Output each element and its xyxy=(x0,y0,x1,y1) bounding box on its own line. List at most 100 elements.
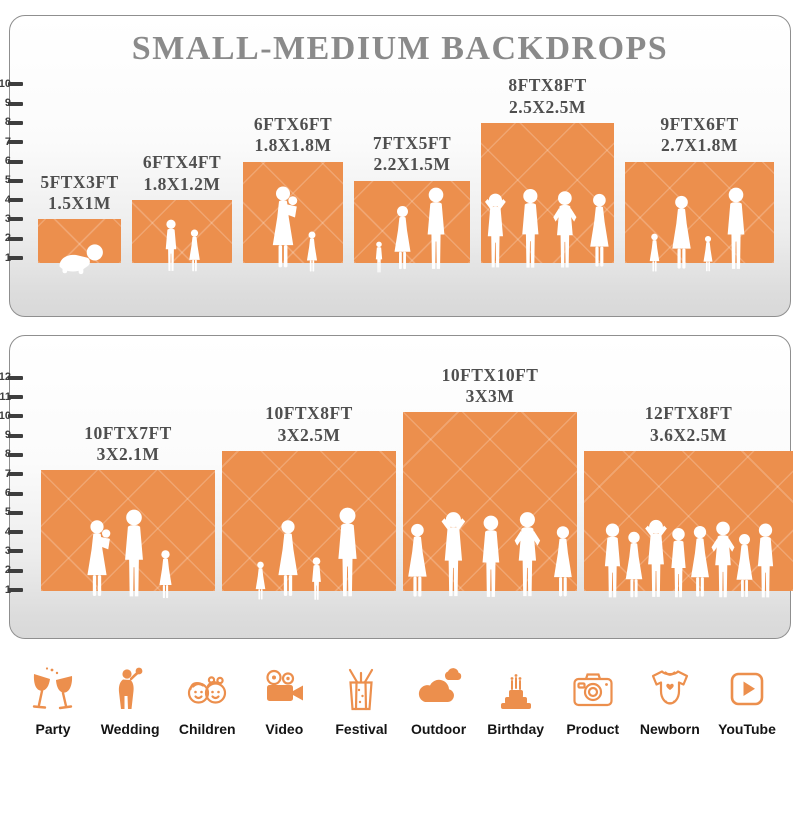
female-carrying-silhouette xyxy=(267,185,299,275)
male-up-silhouette xyxy=(437,511,470,603)
panel-large-backdrops: 1 2 3 4 5 6 7 8 9 10 11 12 10FTX7FT 3X2.1M 10FTX8FT 3X… xyxy=(0,335,793,639)
backdrop-bar: 10FTX8FT 3X2.5M xyxy=(222,403,396,591)
ruler-number: 2 xyxy=(4,564,11,577)
category-item-youtube: YouTube xyxy=(714,665,780,737)
girl-silhouette xyxy=(186,229,203,275)
people-silhouettes xyxy=(243,185,343,275)
male-hips-silhouette xyxy=(550,189,580,275)
backdrop-bar: 6FTX6FT 1.8X1.8M xyxy=(243,114,343,264)
female-silhouette xyxy=(732,533,757,603)
male-hips-silhouette xyxy=(511,511,544,603)
bar-size-metric: 3X2.1M xyxy=(96,443,160,464)
ruler-number: 1 xyxy=(4,583,11,596)
ruler-tick xyxy=(8,236,23,241)
bar-size-metric: 3X3M xyxy=(465,385,515,406)
male-silhouette xyxy=(117,509,151,603)
ruler-tick xyxy=(8,433,23,438)
ruler-tick xyxy=(8,178,23,183)
male-silhouette xyxy=(475,515,507,603)
ruler-tick xyxy=(8,120,23,125)
ruler-number: 10 xyxy=(0,77,11,90)
female-silhouette xyxy=(585,191,614,275)
category-label: Party xyxy=(35,721,71,737)
ruler-number: 1 xyxy=(4,251,11,264)
bar-size-label: 10FTX8FT 3X2.5M xyxy=(265,403,353,446)
bar-size-ft: 6FTX6FT xyxy=(253,113,333,134)
bar-size-metric: 2.2X1.5M xyxy=(373,154,451,175)
backdrop-bar: 6FTX4FT 1.8X1.2M xyxy=(132,152,232,263)
bar-size-metric: 2.7X1.8M xyxy=(661,135,738,156)
ruler-tick xyxy=(8,256,23,260)
bar-size-label: 7FTX5FT 2.2X1.5M xyxy=(373,133,451,176)
ruler-tick xyxy=(8,568,23,573)
bar-size-label: 9FTX6FT 2.7X1.8M xyxy=(660,114,738,157)
ruler-tick xyxy=(8,510,23,515)
male-silhouette xyxy=(515,187,546,275)
category-item-video: Video xyxy=(251,665,317,737)
bar-size-ft: 7FTX5FT xyxy=(372,133,452,154)
category-item-festival: Festival xyxy=(328,665,394,737)
backdrop-bar: 5FTX3FT 1.5X1M xyxy=(38,172,121,263)
ruler-number: 3 xyxy=(4,212,11,225)
female-silhouette xyxy=(403,523,432,603)
backdrop-bar: 8FTX8FT 2.5X2.5M xyxy=(481,75,614,263)
people-silhouettes xyxy=(41,509,215,603)
ruler-tick xyxy=(8,140,23,145)
bar-size-ft: 10FTX8FT xyxy=(265,403,353,424)
ruler-tick xyxy=(8,101,23,106)
category-row: Party Wedding Children Video Festival Outdoor… xyxy=(0,665,800,737)
girl-silhouette xyxy=(701,235,715,275)
youtube-icon xyxy=(723,665,771,713)
male-silhouette xyxy=(420,187,452,275)
bar-size-label: 5FTX3FT 1.5X1M xyxy=(40,172,118,215)
ruler-tick xyxy=(8,217,23,222)
category-label: Children xyxy=(178,721,236,737)
bar-size-label: 10FTX7FT 3X2.1M xyxy=(84,423,172,466)
ruler-number: 9 xyxy=(4,429,11,442)
category-item-product: Product xyxy=(560,665,626,737)
people-silhouettes xyxy=(403,511,577,603)
backdrop-bar: 9FTX6FT 2.7X1.8M xyxy=(625,114,774,264)
male-silhouette xyxy=(751,523,780,603)
child-silhouette xyxy=(161,219,181,275)
bar-size-ft: 10FTX7FT xyxy=(84,422,172,443)
page-title: SMALL-MEDIUM BACKDROPS xyxy=(131,30,669,67)
bar-size-label: 6FTX6FT 1.8X1.8M xyxy=(254,114,332,157)
ruler-tick xyxy=(8,375,23,380)
backdrop-bar: 12FTX8FT 3.6X2.5M xyxy=(584,403,793,591)
category-label: Product xyxy=(566,721,620,737)
ruler-tick xyxy=(8,414,23,419)
ruler-tick xyxy=(8,395,23,399)
bar-size-metric: 3X2.5M xyxy=(277,424,341,445)
category-label: YouTube xyxy=(718,721,776,737)
bar-size-ft: 5FTX3FT xyxy=(40,171,119,192)
ruler-number: 11 xyxy=(0,390,11,403)
category-item-birthday: Birthday xyxy=(483,665,549,737)
category-item-children: Children xyxy=(174,665,240,737)
male-hips-silhouette xyxy=(708,521,738,603)
backdrop-bar: 10FTX7FT 3X2.1M xyxy=(41,423,215,591)
ruler-tick xyxy=(8,198,23,203)
product-icon xyxy=(569,665,617,713)
birthday-icon xyxy=(492,665,540,713)
girl-silhouette xyxy=(253,561,268,603)
female-silhouette xyxy=(621,531,647,603)
ruler-tick xyxy=(8,588,23,592)
male-silhouette xyxy=(665,527,692,603)
video-icon xyxy=(260,665,308,713)
ruler-number: 9 xyxy=(4,97,11,110)
category-label: Festival xyxy=(335,721,388,737)
girl-silhouette xyxy=(304,231,320,275)
ruler-number: 2 xyxy=(4,232,11,245)
ruler-number: 7 xyxy=(4,135,11,148)
female-silhouette xyxy=(273,519,303,603)
ruler-number: 3 xyxy=(4,544,11,557)
children-icon xyxy=(183,665,231,713)
people-silhouettes xyxy=(625,187,774,275)
ruler-tick xyxy=(8,530,23,535)
category-item-wedding: Wedding xyxy=(97,665,163,737)
ruler-number: 10 xyxy=(0,409,11,422)
bar-size-metric: 1.8X1.8M xyxy=(254,135,332,156)
bar-size-ft: 10FTX10FT xyxy=(441,364,539,385)
ruler-tick xyxy=(8,472,23,477)
